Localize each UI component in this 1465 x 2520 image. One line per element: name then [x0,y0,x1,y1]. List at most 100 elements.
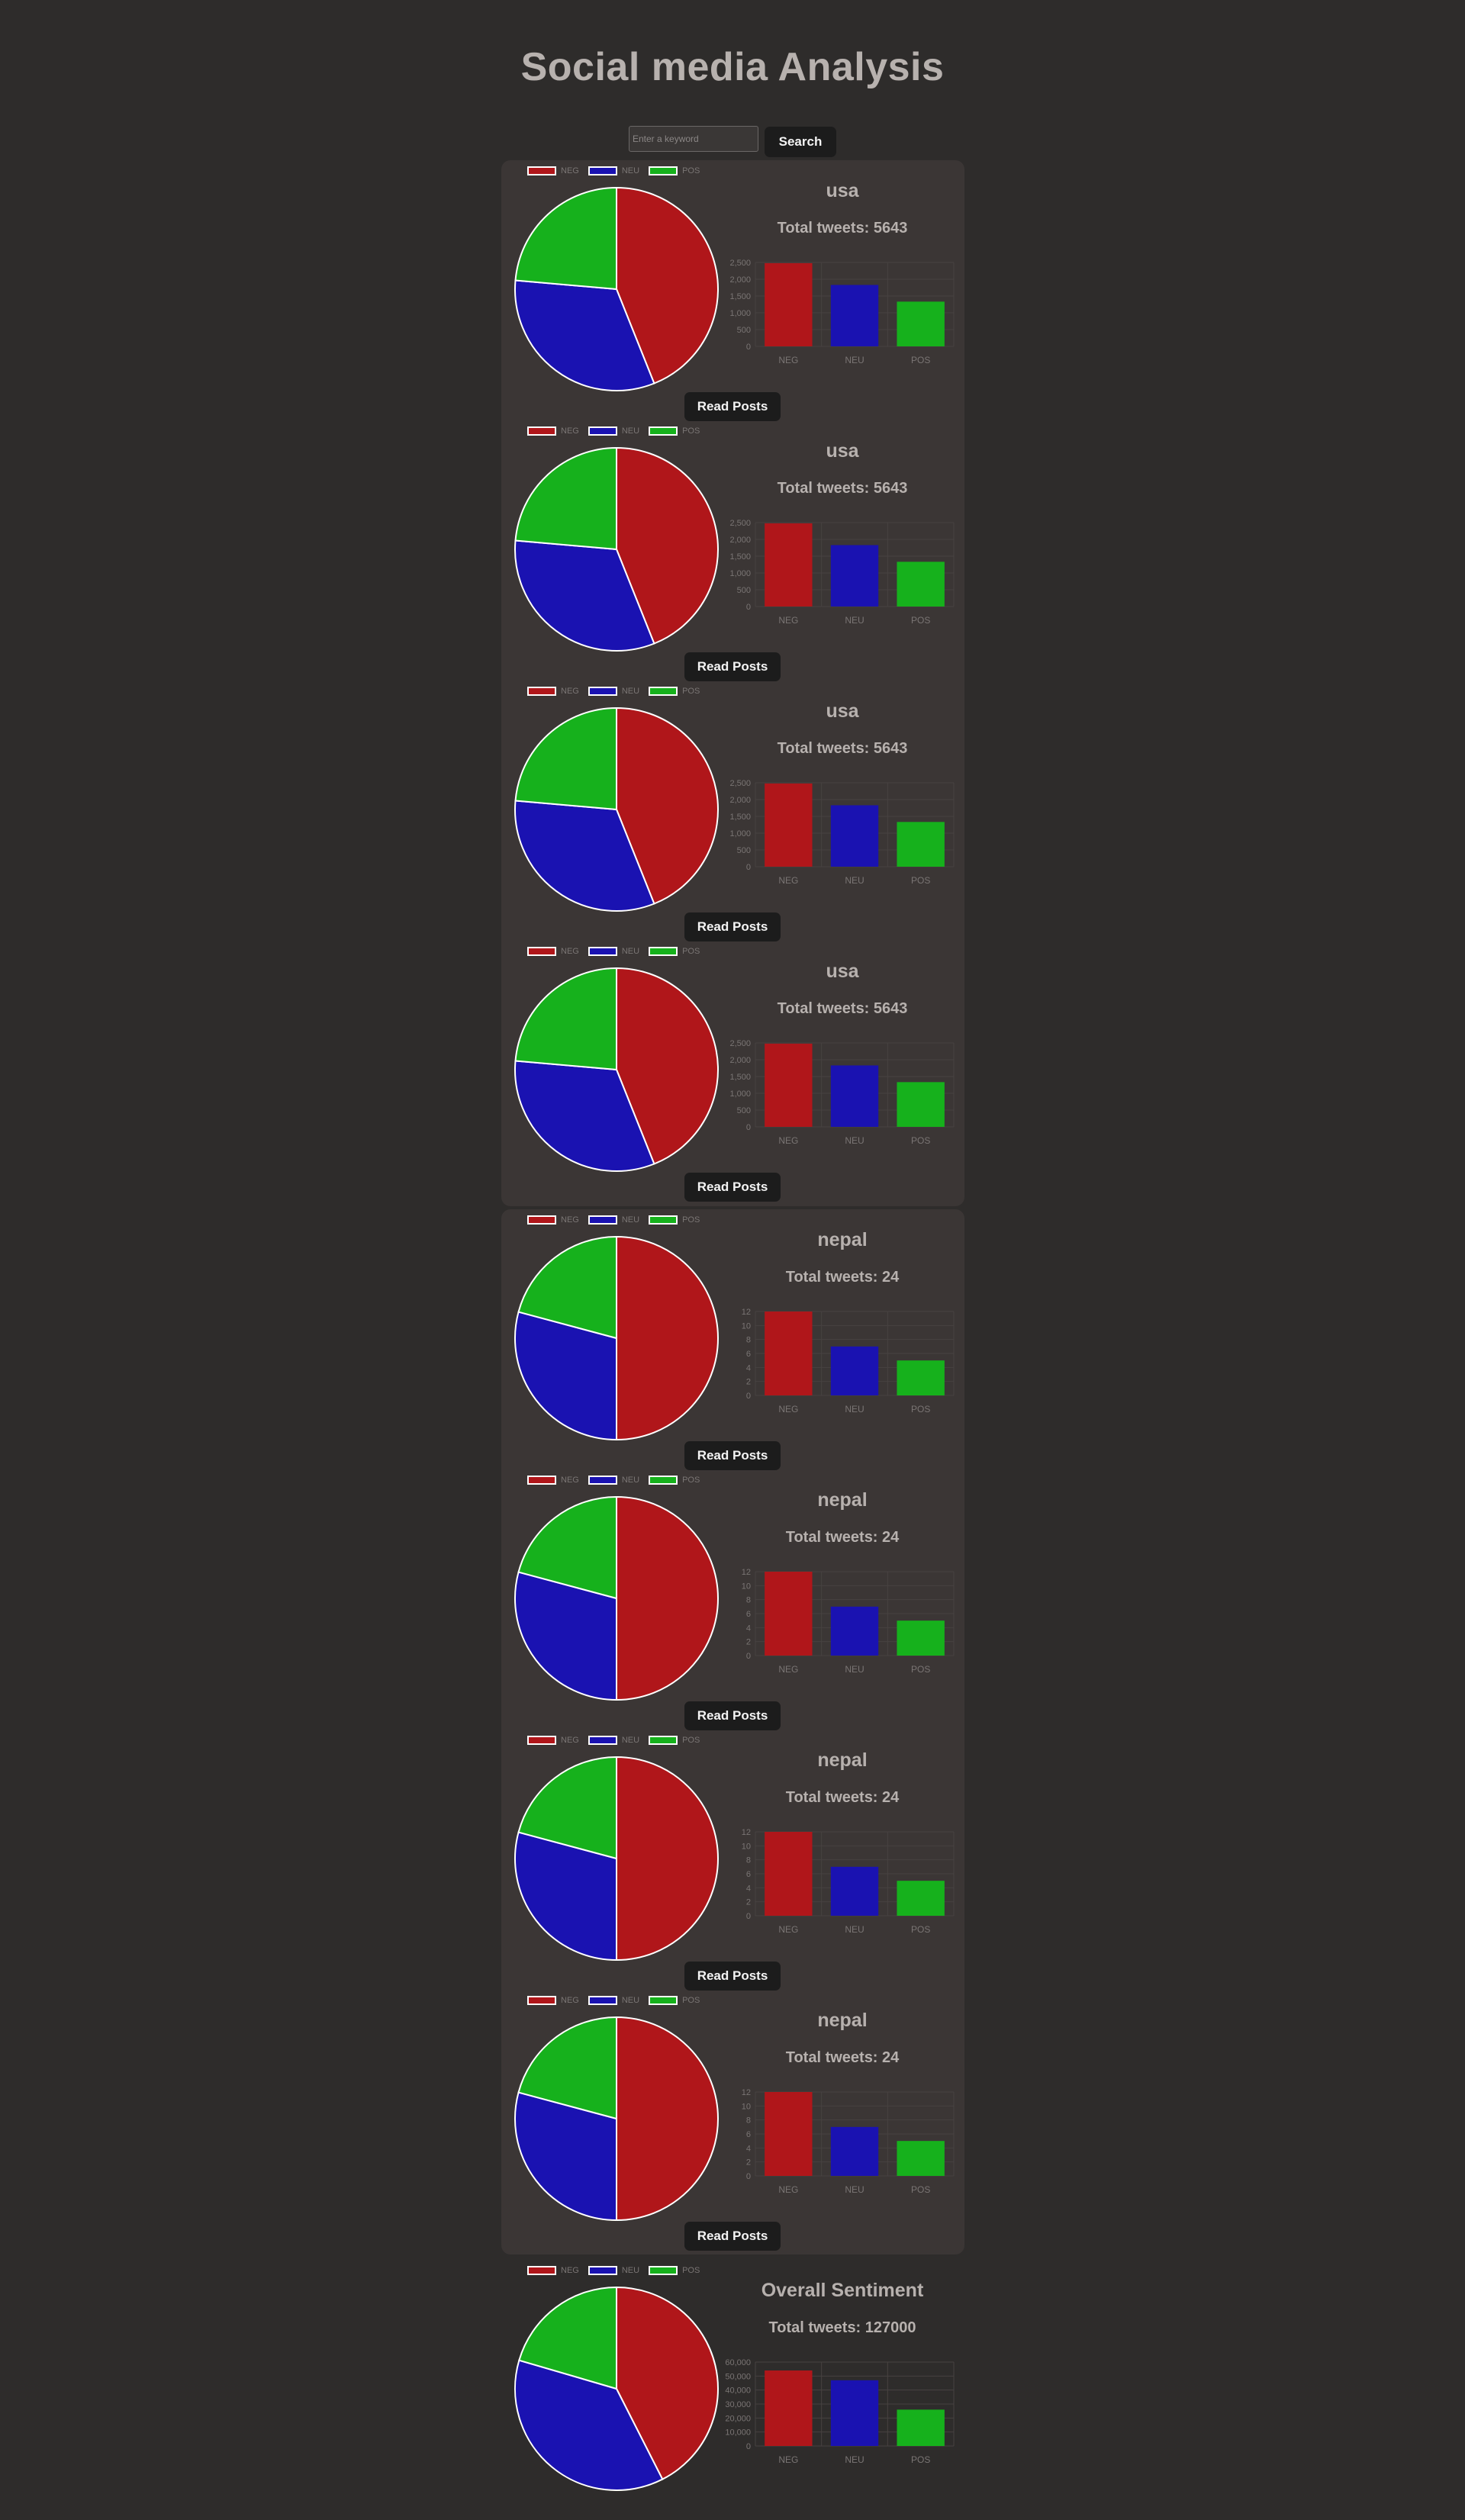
y-tick-label: 1,000 [729,569,751,578]
read-posts-button[interactable]: Read Posts [684,2222,781,2251]
sentiment-bar-chart: 0 2 4 6 8 10 12 NEG NEU POS [725,1566,960,1680]
y-tick-label: 2,000 [729,275,751,285]
legend-item-pos[interactable]: POS [649,426,703,436]
y-tick-label: 40,000 [725,2386,751,2396]
read-posts-button[interactable]: Read Posts [684,1962,781,1991]
pie-slice-neg [617,1237,718,1440]
y-tick-label: 1,500 [729,552,751,562]
card-title: usa [725,961,960,983]
x-tick-label: POS [911,355,930,365]
legend-item-neg[interactable]: NEG [527,1215,582,1225]
legend-item-neu[interactable]: NEU [588,1476,642,1485]
legend-item-neg[interactable]: NEG [527,687,582,696]
sentiment-bar-chart: 010,00020,00030,00040,00050,00060,000NEG… [725,2356,960,2470]
sentiment-card: NEG NEU POS usa Total tweets: 5643 0 500 1,000 1… [501,681,964,941]
legend-item-neu[interactable]: NEU [588,687,642,696]
y-tick-label: 12 [742,2088,751,2097]
search-input[interactable] [629,126,758,152]
y-tick-label: 2,500 [729,1039,751,1048]
bar-pos [897,2141,944,2176]
legend-item-neg[interactable]: NEG [527,1476,582,1485]
legend-item-pos[interactable]: POS [649,1215,703,1225]
card-title: nepal [725,1489,960,1511]
y-tick-label: 0 [746,603,751,612]
legend-swatch [527,2266,556,2275]
y-tick-label: 6 [746,1350,751,1359]
sentiment-card: NEG NEU POS usa Total tweets: 5643 0 500 1,000 1… [501,160,964,420]
sentiment-bar-chart: 0 2 4 6 8 10 12 NEG NEU POS [725,1305,960,1420]
card-title: nepal [725,2010,960,2032]
y-tick-label: 10 [742,1842,751,1851]
total-tweets-label: Total tweets: 24 [725,1529,960,1546]
card-title: Overall Sentiment [725,2280,960,2302]
legend-item-neu[interactable]: NEU [588,426,642,436]
legend-item-neg[interactable]: NEG [527,2266,582,2275]
legend-item-neu[interactable]: NEU [588,2266,642,2275]
read-posts-button[interactable]: Read Posts [684,1701,781,1730]
search-button[interactable]: Search [765,127,836,157]
legend-swatch [649,687,678,696]
read-posts-button[interactable]: Read Posts [684,392,781,421]
legend-item-neg[interactable]: NEG [527,947,582,956]
x-tick-label: NEU [845,875,864,886]
card-title: usa [725,700,960,723]
legend-item-pos[interactable]: POS [649,1736,703,1745]
legend-swatch [527,1476,556,1485]
x-tick-label: NEU [845,615,864,626]
legend-swatch [588,947,617,956]
legend-label: NEG [561,1996,579,2005]
legend-swatch [527,1996,556,2005]
legend-item-pos[interactable]: POS [649,2266,703,2275]
legend-label: NEG [561,166,579,175]
bar-pos [897,1620,944,1656]
legend-item-neg[interactable]: NEG [527,1736,582,1745]
y-tick-label: 2 [746,1898,751,1907]
x-tick-label: POS [911,875,930,886]
legend-item-pos[interactable]: POS [649,947,703,956]
pie-slice-pos [515,188,617,289]
bar-neu [831,1347,878,1395]
legend-label: NEU [622,1996,639,2005]
read-posts-button[interactable]: Read Posts [684,912,781,941]
read-posts-button[interactable]: Read Posts [684,1441,781,1470]
legend-item-neu[interactable]: NEU [588,166,642,175]
legend-item-neg[interactable]: NEG [527,1996,582,2005]
sentiment-pie-chart [514,967,720,1173]
chart-legend: NEG NEU POS [527,1996,703,2005]
legend-label: POS [682,166,700,175]
legend-item-neu[interactable]: NEU [588,1215,642,1225]
legend-item-pos[interactable]: POS [649,1996,703,2005]
legend-item-neu[interactable]: NEU [588,947,642,956]
sentiment-card: NEG NEU POS nepal Total tweets: 24 0 2 4 6 8 10 12 N… [501,1469,964,1730]
x-tick-label: NEU [845,1924,864,1935]
legend-swatch [588,1996,617,2005]
legend-item-neu[interactable]: NEU [588,1736,642,1745]
bar-pos [897,822,944,867]
sentiment-bar-chart: 05001,0001,5002,0002,500NEG NEU POS [725,777,960,891]
y-tick-label: 10 [742,2102,751,2111]
legend-item-pos[interactable]: POS [649,1476,703,1485]
legend-item-pos[interactable]: POS [649,687,703,696]
legend-item-neg[interactable]: NEG [527,426,582,436]
y-tick-label: 8 [746,1336,751,1345]
read-posts-button[interactable]: Read Posts [684,1173,781,1202]
legend-item-neg[interactable]: NEG [527,166,582,175]
chart-legend: NEG NEU POS [527,166,703,175]
sentiment-pie-chart [514,2016,720,2222]
x-tick-label: POS [911,615,930,626]
x-tick-label: NEG [778,875,798,886]
read-posts-button[interactable]: Read Posts [684,652,781,681]
legend-swatch [588,166,617,175]
bar-pos [897,562,944,607]
legend-item-pos[interactable]: POS [649,166,703,175]
sentiment-card: NEG NEU POS nepal Total tweets: 24 0 2 4 6 8 10 12 N… [501,1730,964,1990]
legend-item-neu[interactable]: NEU [588,1996,642,2005]
legend-label: NEG [561,1215,579,1225]
legend-swatch [649,1996,678,2005]
y-tick-label: 10 [742,1321,751,1331]
legend-swatch [527,1215,556,1225]
card-title: usa [725,440,960,462]
total-tweets-label: Total tweets: 5643 [725,480,960,497]
legend-label: NEU [622,2266,639,2275]
legend-swatch [588,1476,617,1485]
